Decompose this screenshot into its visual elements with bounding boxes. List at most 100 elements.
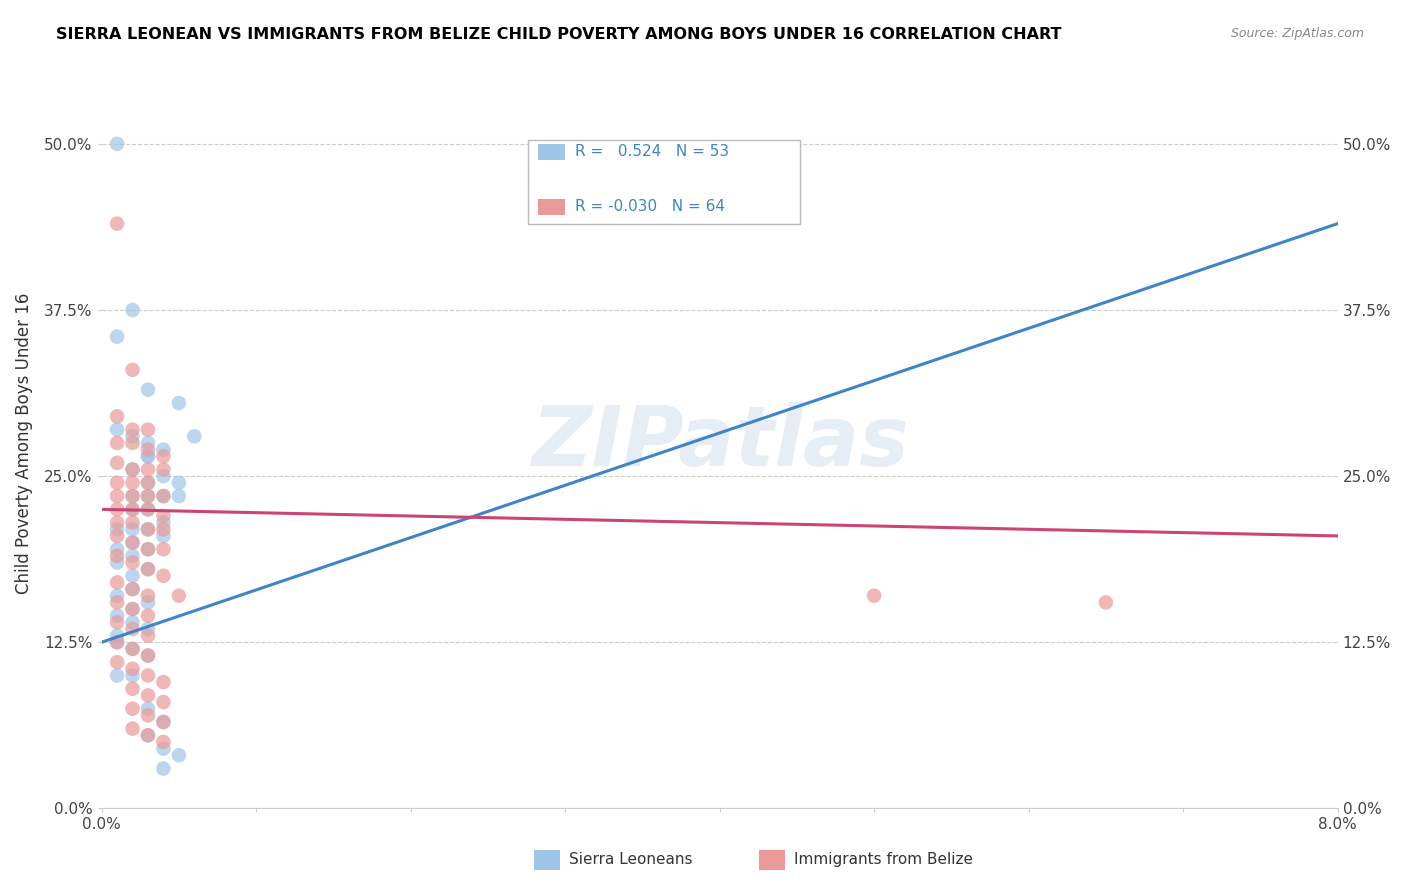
Point — [136, 383, 159, 397]
Point — [121, 668, 143, 682]
Point — [121, 556, 143, 570]
Text: R = -0.030   N = 64: R = -0.030 N = 64 — [575, 199, 725, 214]
Point — [121, 722, 143, 736]
Point — [121, 582, 143, 596]
Point — [152, 542, 174, 557]
Point — [121, 602, 143, 616]
Point — [152, 449, 174, 463]
Point — [105, 522, 128, 536]
Point — [121, 549, 143, 563]
Point — [136, 502, 159, 516]
Point — [121, 615, 143, 630]
Point — [121, 489, 143, 503]
Point — [136, 449, 159, 463]
Point — [167, 396, 190, 410]
Point — [105, 575, 128, 590]
Point — [136, 522, 159, 536]
Point — [136, 708, 159, 723]
Point — [136, 542, 159, 557]
Point — [121, 423, 143, 437]
Bar — [538, 144, 565, 160]
Point — [136, 542, 159, 557]
Point — [121, 489, 143, 503]
Point — [152, 714, 174, 729]
Point — [121, 582, 143, 596]
Point — [136, 595, 159, 609]
Bar — [534, 850, 560, 870]
Point — [105, 423, 128, 437]
Point — [152, 695, 174, 709]
Text: Sierra Leoneans: Sierra Leoneans — [569, 853, 693, 867]
Point — [152, 469, 174, 483]
Point — [121, 641, 143, 656]
Point — [136, 648, 159, 663]
Point — [152, 529, 174, 543]
Point — [136, 702, 159, 716]
Point — [121, 429, 143, 443]
Point — [136, 502, 159, 516]
Point — [105, 516, 128, 530]
Point — [136, 608, 159, 623]
Point — [121, 363, 143, 377]
Point — [152, 522, 174, 536]
Point — [152, 675, 174, 690]
Point — [121, 535, 143, 549]
Point — [105, 595, 128, 609]
Point — [152, 735, 174, 749]
Point — [121, 641, 143, 656]
Point — [152, 762, 174, 776]
Point — [121, 681, 143, 696]
Point — [167, 489, 190, 503]
Point — [105, 635, 128, 649]
Point — [183, 429, 205, 443]
Point — [105, 409, 128, 424]
Point — [136, 489, 159, 503]
Point — [105, 436, 128, 450]
Point — [136, 489, 159, 503]
Point — [136, 622, 159, 636]
Point — [105, 556, 128, 570]
Point — [136, 522, 159, 536]
Point — [136, 475, 159, 490]
Point — [105, 635, 128, 649]
Point — [121, 522, 143, 536]
Point — [121, 569, 143, 583]
Text: Immigrants from Belize: Immigrants from Belize — [794, 853, 973, 867]
Point — [105, 489, 128, 503]
Point — [136, 423, 159, 437]
Point — [105, 456, 128, 470]
Point — [1095, 595, 1118, 609]
Point — [136, 436, 159, 450]
Bar — [759, 850, 785, 870]
Point — [167, 475, 190, 490]
Point — [105, 629, 128, 643]
Point — [121, 462, 143, 476]
Point — [152, 569, 174, 583]
Text: SIERRA LEONEAN VS IMMIGRANTS FROM BELIZE CHILD POVERTY AMONG BOYS UNDER 16 CORRE: SIERRA LEONEAN VS IMMIGRANTS FROM BELIZE… — [56, 27, 1062, 42]
Point — [136, 728, 159, 742]
Point — [121, 516, 143, 530]
Point — [167, 748, 190, 763]
Point — [121, 602, 143, 616]
Point — [105, 502, 128, 516]
Text: Source: ZipAtlas.com: Source: ZipAtlas.com — [1230, 27, 1364, 40]
Point — [105, 589, 128, 603]
Point — [136, 668, 159, 682]
Point — [105, 655, 128, 669]
Point — [152, 508, 174, 523]
Bar — [538, 199, 565, 215]
Point — [152, 489, 174, 503]
Point — [105, 529, 128, 543]
Point — [136, 475, 159, 490]
Point — [863, 589, 886, 603]
Point — [121, 502, 143, 516]
Point — [136, 562, 159, 576]
Point — [105, 608, 128, 623]
Point — [105, 668, 128, 682]
Point — [152, 741, 174, 756]
Point — [105, 475, 128, 490]
Point — [105, 329, 128, 343]
Point — [136, 629, 159, 643]
Point — [121, 502, 143, 516]
Point — [167, 589, 190, 603]
